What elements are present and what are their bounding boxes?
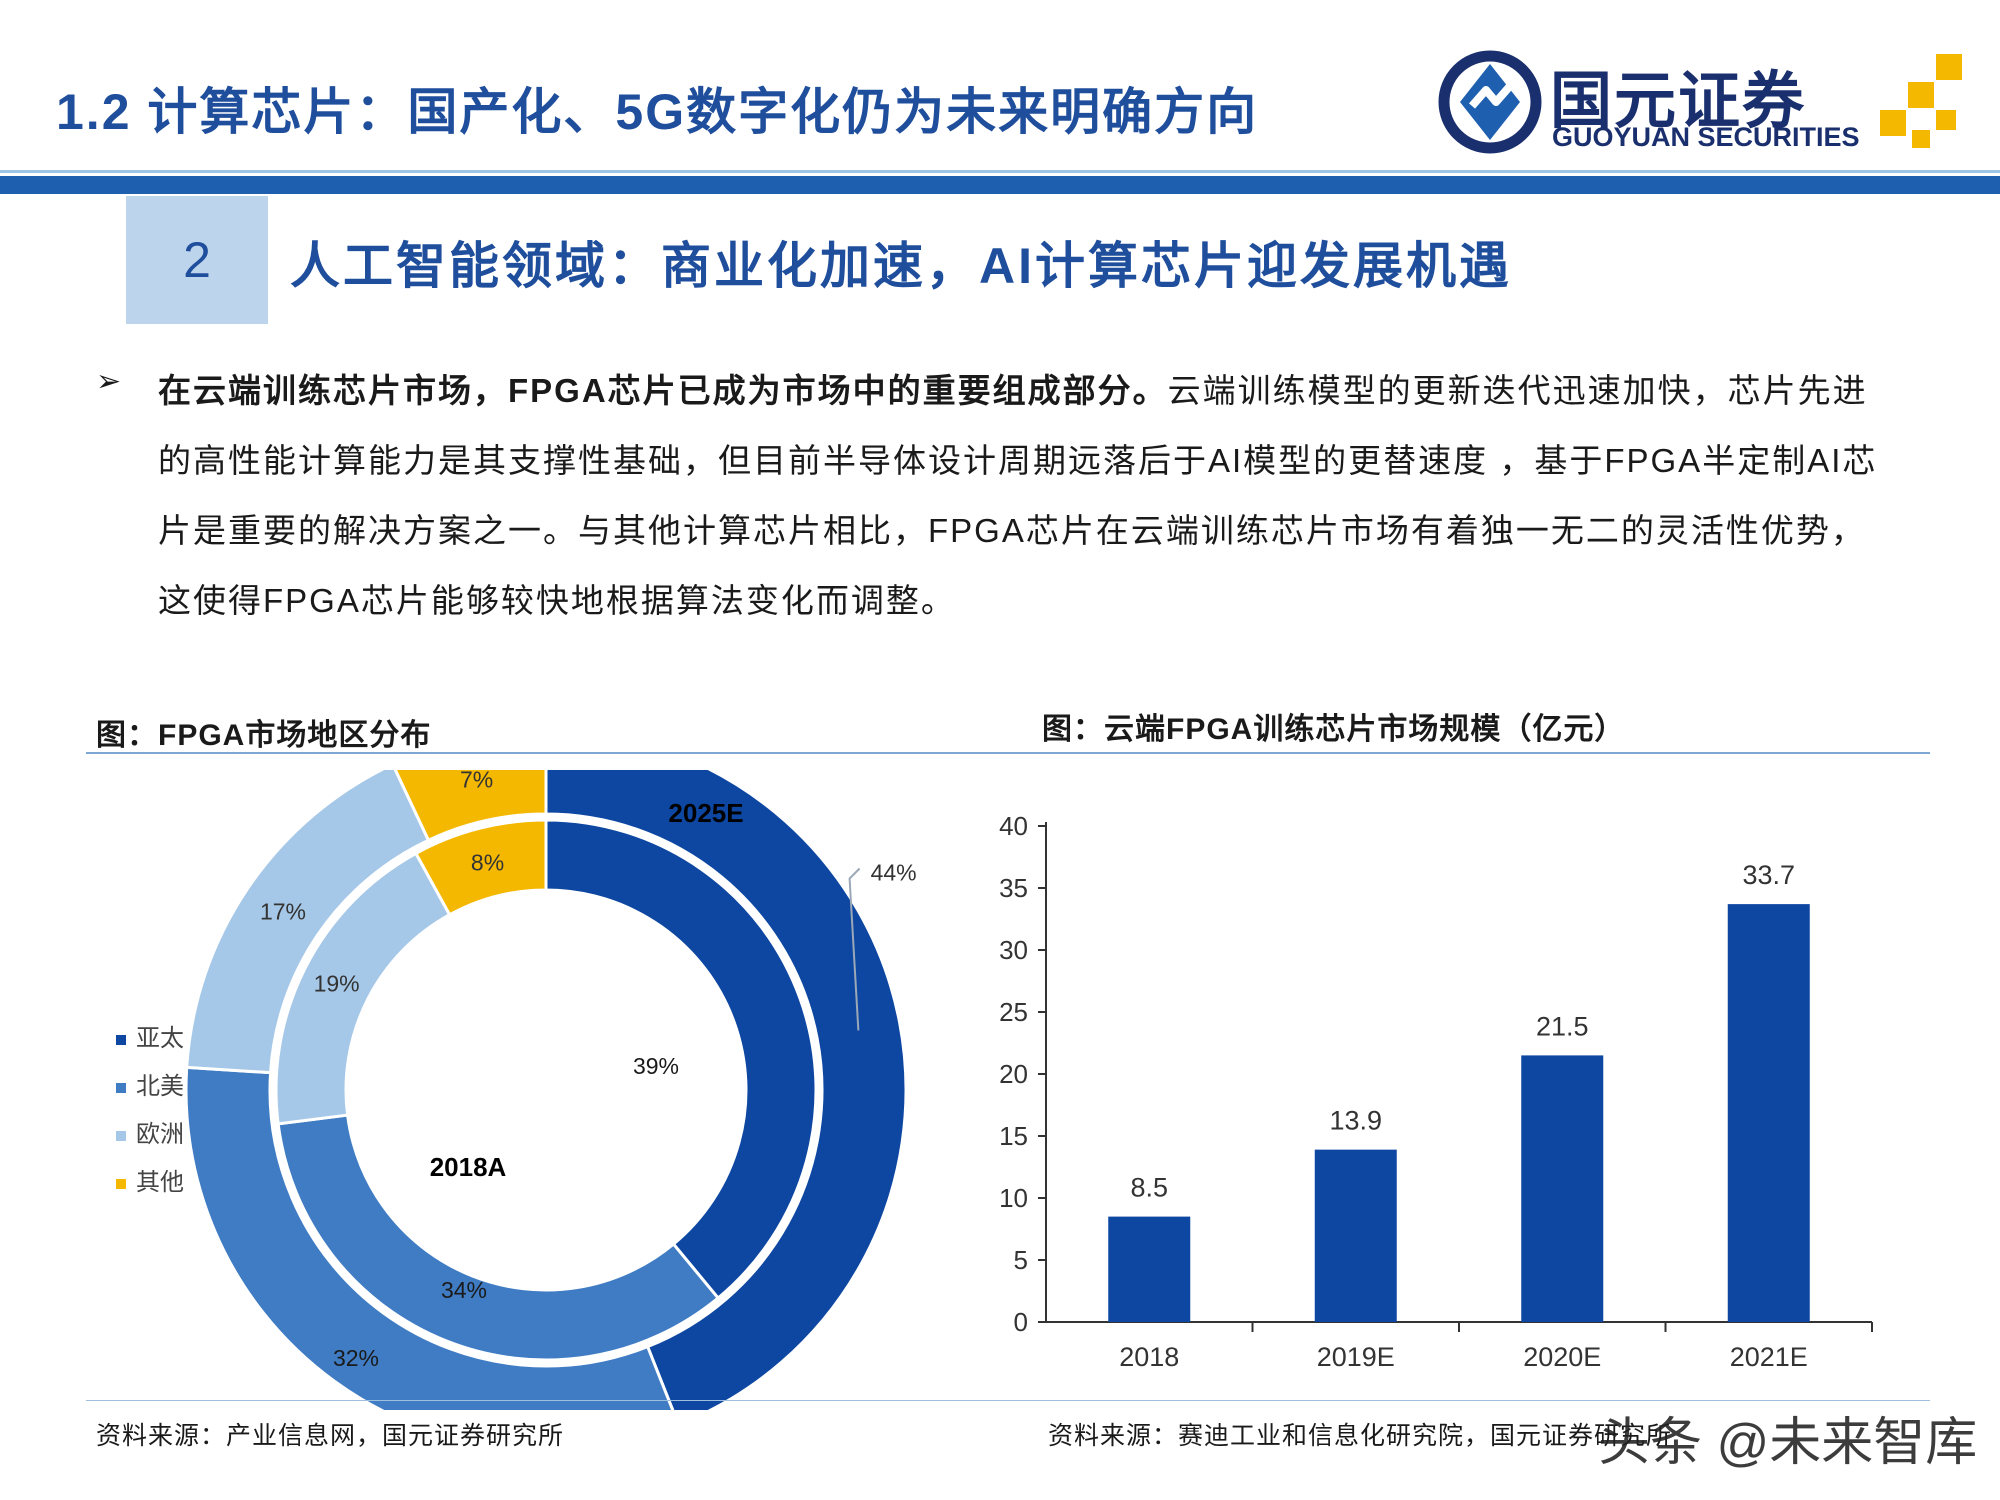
body-paragraph: 在云端训练芯片市场，FPGA芯片已成为市场中的重要组成部分。云端训练模型的更新迭… xyxy=(158,356,1898,636)
donut-slice-outer-1 xyxy=(184,1065,675,1410)
logo-squares-icon xyxy=(1880,54,1962,148)
bar-value-label-1: 13.9 xyxy=(1329,1106,1382,1136)
cloud-fpga-market-bar-chart: 0 5 10 15 20 25 30 35 40 8.5 2018 13.9 2019E 21.5 2020… xyxy=(999,811,1873,1372)
donut-series-label-2018a: 2018A xyxy=(430,1152,507,1182)
footer-rule xyxy=(86,1400,1930,1401)
bar-0 xyxy=(1108,1216,1191,1322)
donut-slice-outer-3 xyxy=(393,770,548,843)
donut-slice-inner-1 xyxy=(276,1113,721,1362)
left-figure-source: 资料来源：产业信息网，国元证券研究所 xyxy=(96,1422,565,1450)
y-tick-label-1: 5 xyxy=(1014,1245,1028,1275)
right-figure-source: 资料来源：赛迪工业和信息化研究院，国元证券研究所 xyxy=(1048,1422,1673,1450)
donut-label-outer-0: 44% xyxy=(871,859,917,885)
y-tick-label-3: 15 xyxy=(999,1121,1028,1151)
bullet-arrow-icon: ➢ xyxy=(96,365,122,398)
y-tick-label-5: 25 xyxy=(999,997,1028,1027)
legend-label-1: 北美 xyxy=(136,1073,184,1100)
bar-value-label-0: 8.5 xyxy=(1130,1173,1168,1203)
caption-rule xyxy=(86,752,1930,754)
x-tick-label-2: 2020E xyxy=(1523,1342,1601,1372)
bar-3 xyxy=(1727,904,1810,1322)
left-figure-caption: 图：FPGA市场地区分布 xyxy=(96,719,432,752)
logo-text-en: GUOYUAN SECURITIES xyxy=(1552,122,1860,152)
section-number: 2 xyxy=(126,196,268,324)
paragraph-text: 云端训练模型的更新迭代迅速加快，芯片先进的高性能计算能力是其支撑性基础，但目前半… xyxy=(158,372,1878,619)
bar-value-label-2: 21.5 xyxy=(1536,1011,1589,1041)
donut-leader-line xyxy=(848,867,861,1031)
x-tick-label-3: 2021E xyxy=(1730,1342,1808,1372)
legend-swatch-0 xyxy=(116,1035,126,1045)
donut-slice-outer-0 xyxy=(544,770,908,1410)
guoyuan-logo: 国元证券 GUOYUAN SECURITIES xyxy=(1438,48,1978,158)
x-tick-label-0: 2018 xyxy=(1119,1342,1179,1372)
bar-1 xyxy=(1314,1149,1397,1322)
y-tick-label-4: 20 xyxy=(999,1059,1028,1089)
donut-series-label-2025e: 2025E xyxy=(668,798,743,828)
page-title: 1.2 计算芯片：国产化、5G数字化仍为未来明确方向 xyxy=(56,84,1259,140)
header-divider-thin xyxy=(0,170,2000,173)
y-tick-label-0: 0 xyxy=(1014,1307,1028,1337)
right-figure-caption: 图：云端FPGA训练芯片市场规模（亿元） xyxy=(1042,713,1626,746)
logo-text-cn: 国元证券 xyxy=(1550,67,1807,136)
legend-swatch-2 xyxy=(116,1131,126,1141)
legend-label-0: 亚太 xyxy=(136,1025,184,1052)
donut-slice-outer-2 xyxy=(185,770,431,1075)
donut-label-inner-2: 19% xyxy=(314,970,360,996)
legend-swatch-1 xyxy=(116,1083,126,1093)
y-tick-label-8: 40 xyxy=(999,811,1028,841)
y-tick-label-6: 30 xyxy=(999,935,1028,965)
donut-label-inner-0: 39% xyxy=(633,1053,679,1079)
donut-label-outer-2: 17% xyxy=(260,898,306,924)
donut-label-inner-1: 34% xyxy=(441,1277,487,1303)
header-divider xyxy=(0,176,2000,194)
donut-slice-inner-0 xyxy=(544,818,818,1301)
legend-label-3: 其他 xyxy=(136,1169,184,1196)
y-tick-label-7: 35 xyxy=(999,873,1028,903)
section-title: 人工智能领域：商业化加速，AI计算芯片迎发展机遇 xyxy=(290,238,1512,294)
y-tick-label-2: 10 xyxy=(999,1183,1028,1213)
paragraph-lead: 在云端训练芯片市场，FPGA芯片已成为市场中的重要组成部分。 xyxy=(158,372,1168,409)
region-distribution-donut-chart: 39% 34% 19% 8% 44% 32% 17% 7% 2025E 2018A 亚太北美欧洲其… xyxy=(116,770,917,1410)
watermark: 头条 @未来智库 xyxy=(1598,1414,1978,1472)
donut-label-inner-3: 8% xyxy=(471,849,504,875)
donut-label-outer-3: 7% xyxy=(460,770,493,793)
bar-2 xyxy=(1521,1055,1604,1322)
x-tick-label-1: 2019E xyxy=(1317,1342,1395,1372)
donut-slice-inner-3 xyxy=(413,818,548,917)
legend-label-2: 欧洲 xyxy=(136,1121,184,1148)
bar-value-label-3: 33.7 xyxy=(1742,860,1795,890)
logo-emblem-icon xyxy=(1438,50,1542,154)
donut-label-outer-1: 32% xyxy=(333,1345,379,1371)
legend-swatch-3 xyxy=(116,1179,126,1189)
